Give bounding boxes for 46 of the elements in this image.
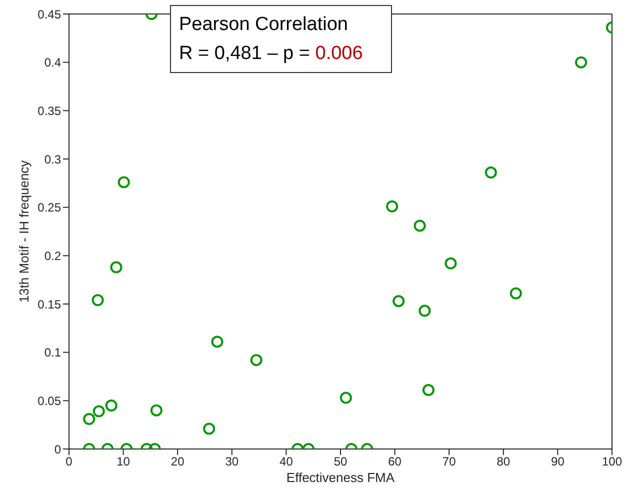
- y-tick-label: 0.3: [44, 152, 62, 166]
- x-tick-label: 60: [388, 454, 402, 469]
- point: [510, 287, 522, 300]
- point: [444, 257, 457, 270]
- point: [118, 176, 130, 188]
- annotation: Pearson Correlation: [179, 13, 349, 37]
- point: [250, 354, 262, 366]
- x-tick-label: 30: [225, 454, 239, 469]
- y-tick-label: 0.1: [44, 346, 62, 360]
- point: [203, 422, 216, 435]
- x-tick-label: 100: [602, 454, 622, 469]
- text-box: Pearson Correlation R = 0,481 – p = 0.006: [170, 5, 392, 73]
- annotation: R = 0,481 – p = 0.006: [179, 42, 364, 66]
- x-tick-label: 50: [334, 454, 348, 469]
- point: [575, 56, 588, 68]
- x-tick-label: 20: [170, 454, 185, 469]
- point: [92, 405, 105, 418]
- y-axis-title: 13th Motif - IH frequency: [16, 160, 32, 303]
- x-tick-label: 70: [442, 454, 456, 469]
- y-tick-label: 0.2: [44, 248, 62, 263]
- y-tick-label: 0.35: [38, 104, 62, 118]
- point: [83, 413, 96, 426]
- point: [392, 295, 405, 308]
- point: [211, 336, 224, 348]
- point: [386, 200, 398, 212]
- y-tick-label: 0: [54, 442, 62, 456]
- x-tick-label: 0: [66, 454, 73, 469]
- point: [414, 220, 426, 232]
- y-tick-label: 0.05: [38, 394, 62, 408]
- point: [484, 166, 497, 179]
- y-tick-label: 0.4: [44, 56, 62, 70]
- point: [105, 400, 118, 412]
- point: [150, 404, 162, 416]
- x-axis-title: Effectiveness FMA: [286, 470, 395, 485]
- point: [340, 392, 352, 404]
- point: [110, 261, 122, 274]
- x-tick-label: 40: [280, 454, 294, 469]
- point: [418, 304, 431, 317]
- x-tick-label: 90: [551, 454, 565, 469]
- y-tick-label: 0.25: [38, 200, 62, 215]
- point: [422, 384, 434, 396]
- x-tick-label: 80: [496, 454, 510, 469]
- y-tick-label: 0.45: [38, 7, 62, 22]
- x-tick-label: 10: [116, 454, 130, 469]
- point: [92, 294, 104, 306]
- y-tick-label: 0.15: [38, 297, 62, 312]
